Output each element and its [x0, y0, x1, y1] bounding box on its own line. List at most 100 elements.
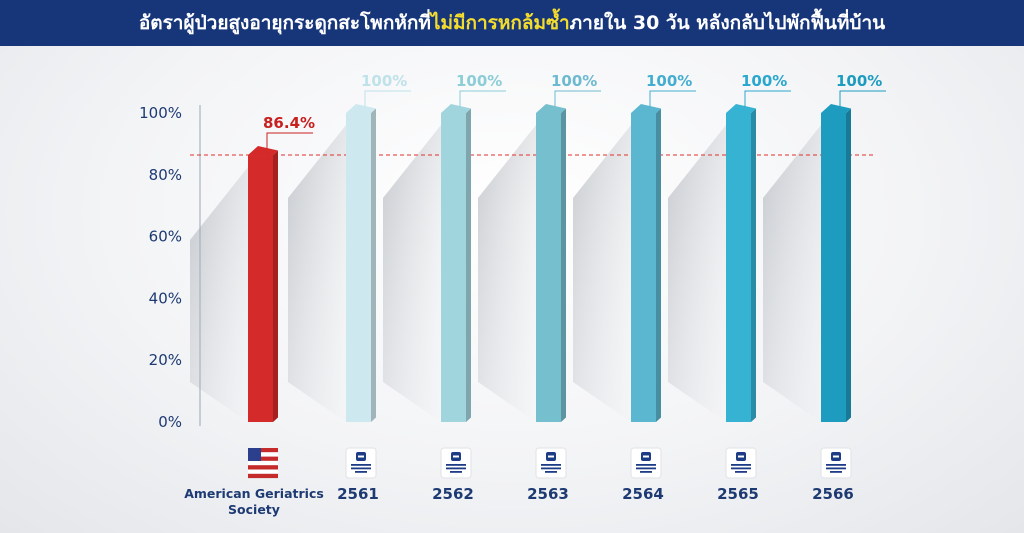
logo-box	[440, 447, 472, 479]
bar-shadow	[383, 125, 441, 422]
category-icons	[248, 447, 852, 479]
logo-box	[535, 447, 567, 479]
title-part-1: อัตราผู้ป่วยสูงอายุกระดูกสะโพกหักที่	[138, 12, 431, 34]
logo-wordmark	[640, 471, 652, 473]
bar-side	[466, 108, 471, 422]
bangkok-hospital-logo-icon	[630, 447, 662, 479]
flag-stripe	[248, 448, 278, 453]
logo-cross	[738, 455, 744, 458]
value-leader-line	[554, 90, 601, 107]
value-label: 100%	[836, 72, 882, 90]
bar	[441, 113, 466, 422]
flag-stripe	[248, 473, 278, 479]
logo-wordmark	[830, 471, 842, 473]
bar-top	[536, 104, 566, 113]
bangkok-hospital-logo-icon	[820, 447, 852, 479]
value-leader-line	[266, 132, 313, 150]
logo-wordmark	[355, 471, 367, 473]
logo-box	[630, 447, 662, 479]
logo-box	[725, 447, 757, 479]
logo-wordmark	[446, 467, 466, 470]
logo-wordmark	[541, 464, 561, 466]
x-axis-label: American Geriatrics	[184, 486, 324, 501]
y-tick-label: 20%	[149, 351, 182, 369]
logo-wordmark	[826, 464, 846, 466]
bar-shadows	[190, 125, 821, 422]
bar-top	[346, 104, 376, 113]
bar-shadow	[573, 125, 631, 422]
bar-shadow	[288, 125, 346, 422]
bar-shadow	[478, 125, 536, 422]
flag-stripe	[248, 460, 278, 466]
value-label: 100%	[456, 72, 502, 90]
value-label: 100%	[551, 72, 597, 90]
bar	[821, 113, 846, 422]
logo-wordmark	[351, 464, 371, 466]
value-leader-line	[649, 90, 696, 107]
chart-title: อัตราผู้ป่วยสูงอายุกระดูกสะโพกหักที่ ไม่ม…	[0, 0, 1024, 46]
bar	[346, 113, 371, 422]
logo-box	[345, 447, 377, 479]
x-axis-label: 2566	[812, 485, 854, 503]
bar-side	[371, 108, 376, 422]
logo-box	[820, 447, 852, 479]
bar	[536, 113, 561, 422]
title-highlight: ไม่มีการหกล้มซ้ำ	[430, 12, 570, 34]
bar-side	[656, 108, 661, 422]
value-label: 100%	[361, 72, 407, 90]
bar	[631, 113, 656, 422]
logo-wordmark	[731, 464, 751, 466]
bar-side	[751, 108, 756, 422]
value-leader-line	[839, 90, 886, 107]
x-axis-label: 2562	[432, 485, 474, 503]
logo-wordmark	[351, 467, 371, 470]
logo-wordmark	[545, 471, 557, 473]
bar-top	[441, 104, 471, 113]
value-labels: 86.4% 100% 100% 100% 100% 100% 100%	[263, 72, 886, 150]
bangkok-hospital-logo-icon	[440, 447, 472, 479]
logo-cross	[643, 455, 649, 458]
flag-stripe	[248, 452, 278, 457]
x-axis-label: 2565	[717, 485, 759, 503]
us-flag-icon	[248, 448, 278, 479]
logo-cross	[358, 455, 364, 458]
value-label: 86.4%	[263, 114, 315, 132]
value-leader-line	[744, 90, 791, 107]
bars	[248, 104, 851, 423]
bar-top	[821, 104, 851, 113]
logo-cross	[453, 455, 459, 458]
x-axis-label: 2564	[622, 485, 664, 503]
logo-wordmark	[450, 471, 462, 473]
logo-wordmark	[731, 467, 751, 470]
flag-stripe	[248, 469, 278, 474]
logo-wordmark	[446, 464, 466, 466]
logo-wordmark	[735, 471, 747, 473]
logo-wordmark	[636, 464, 656, 466]
y-tick-label: 100%	[139, 104, 182, 122]
bar-chart: 0% 20% 40% 60% 80% 100% 86.4% 100% 100% 100% 100%…	[139, 72, 886, 517]
bar-side	[273, 150, 278, 423]
logo-cross	[833, 455, 839, 458]
y-tick-label: 40%	[149, 289, 182, 307]
bar-shadow	[763, 125, 821, 422]
bangkok-hospital-logo-icon	[345, 447, 377, 479]
title-part-2: ภายใน 30 วัน หลังกลับไปพักฟื้นที่บ้าน	[569, 12, 886, 34]
y-axis-ticks: 0% 20% 40% 60% 80% 100%	[139, 104, 182, 431]
bar	[726, 113, 751, 422]
x-axis-label: 2563	[527, 485, 569, 503]
value-leader-line	[459, 90, 506, 107]
flag-canton	[248, 448, 261, 461]
bar-top	[726, 104, 756, 113]
value-label: 100%	[741, 72, 787, 90]
flag-stripe	[248, 456, 278, 461]
x-axis-label: Society	[228, 502, 280, 517]
value-label: 100%	[646, 72, 692, 90]
bar-top	[248, 146, 278, 156]
logo-wordmark	[541, 467, 561, 470]
bar-side	[846, 108, 851, 422]
bangkok-hospital-logo-icon	[535, 447, 567, 479]
bar-top	[631, 104, 661, 113]
logo-wordmark	[636, 467, 656, 470]
y-tick-label: 0%	[158, 413, 182, 431]
